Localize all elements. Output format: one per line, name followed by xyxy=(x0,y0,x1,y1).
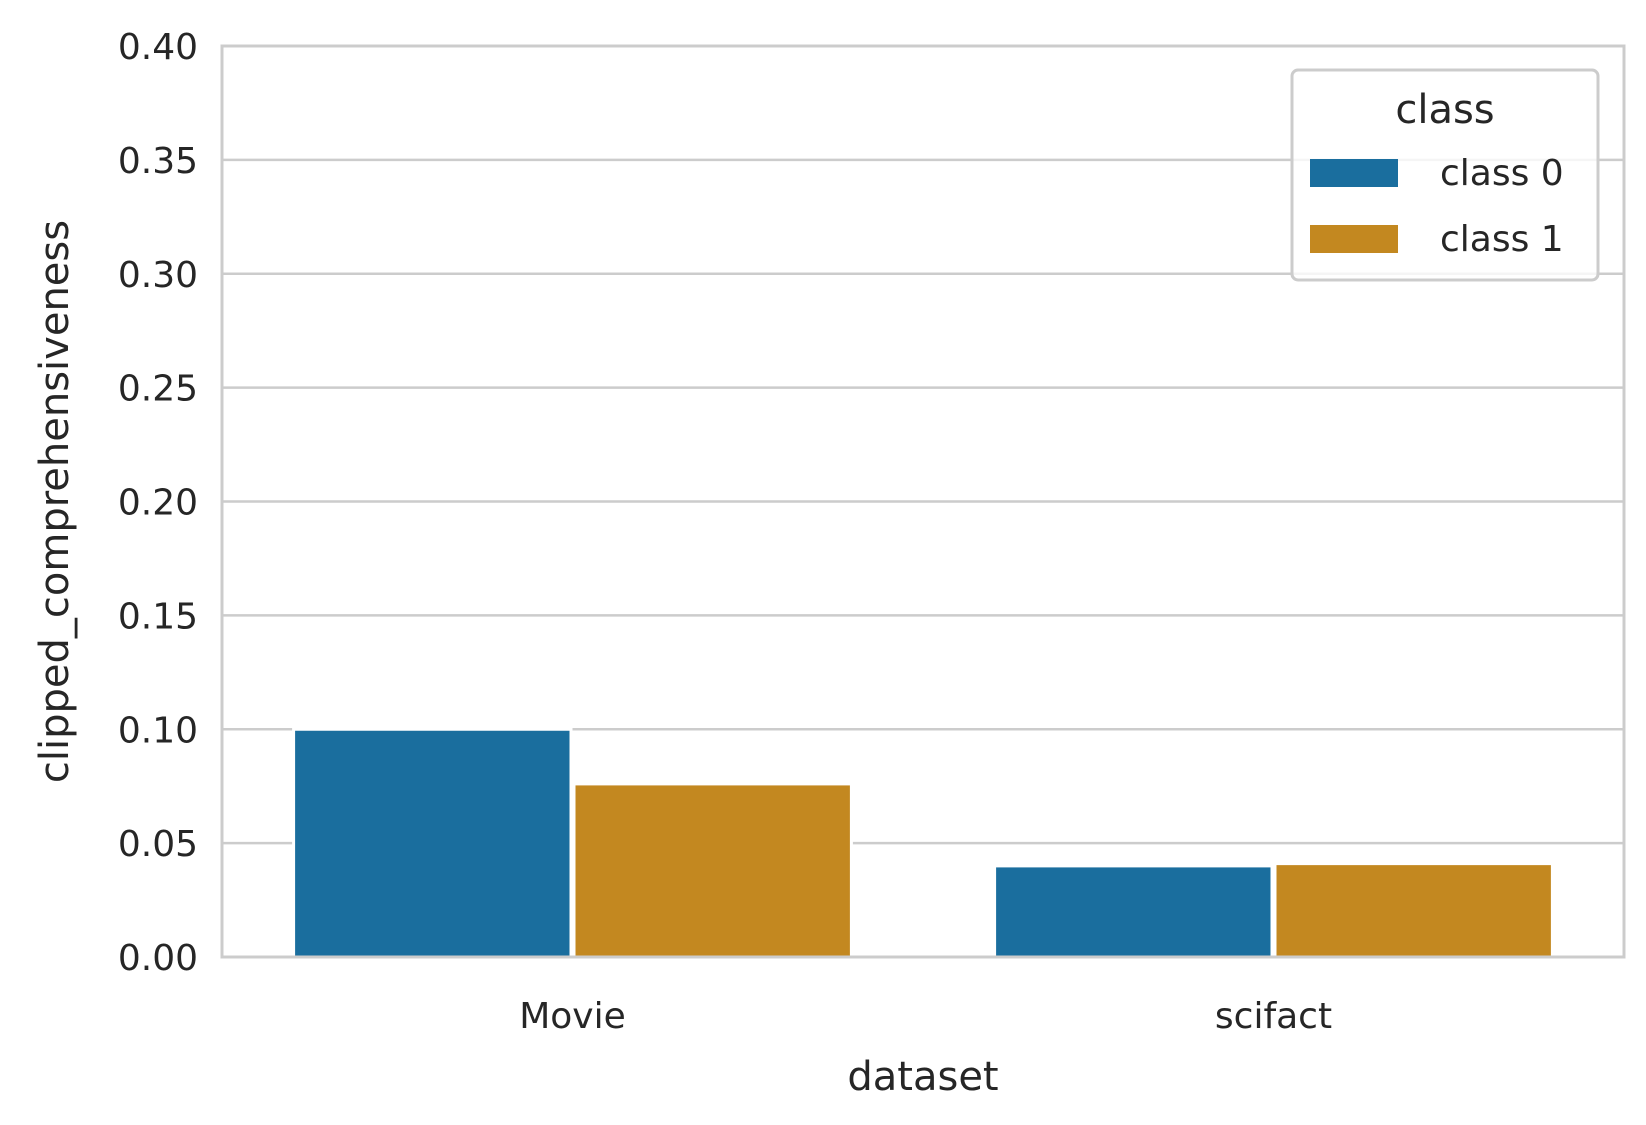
x-tick-label: scifact xyxy=(1215,996,1332,1037)
bar-class-0-movie xyxy=(292,727,573,959)
legend-label: class 1 xyxy=(1440,219,1564,260)
y-tick-label: 0.10 xyxy=(118,710,198,751)
y-tick-label: 0.00 xyxy=(118,938,198,979)
bar-class-0-scifact xyxy=(993,864,1274,959)
y-axis-label: clipped_comprehensiveness xyxy=(32,220,78,783)
y-tick-label: 0.30 xyxy=(118,255,198,296)
y-tick-label: 0.20 xyxy=(118,483,198,524)
legend: class class 0 class 1 xyxy=(1290,68,1600,282)
y-tick-label: 0.25 xyxy=(118,369,198,410)
bar-class-1-movie xyxy=(572,782,853,959)
y-tick-label: 0.35 xyxy=(118,141,198,182)
bar-class-1-scifact xyxy=(1273,862,1554,959)
y-tick-labels: 0.00 0.05 0.10 0.15 0.20 0.25 0.30 0.35 0.40 xyxy=(118,27,198,979)
legend-swatch-class-0 xyxy=(1310,159,1398,187)
legend-title: class xyxy=(1395,87,1494,133)
x-axis-label: dataset xyxy=(847,1054,998,1100)
legend-swatch-class-1 xyxy=(1310,225,1398,253)
x-tick-label: Movie xyxy=(519,996,626,1037)
bars xyxy=(292,727,1554,959)
legend-items: class 0 class 1 xyxy=(1310,153,1564,260)
y-tick-label: 0.05 xyxy=(118,824,198,865)
y-tick-label: 0.15 xyxy=(118,596,198,637)
legend-label: class 0 xyxy=(1440,153,1564,194)
plot-frame xyxy=(220,44,1626,959)
y-tick-label: 0.40 xyxy=(118,27,198,68)
x-tick-labels: Movie scifact xyxy=(519,996,1332,1037)
